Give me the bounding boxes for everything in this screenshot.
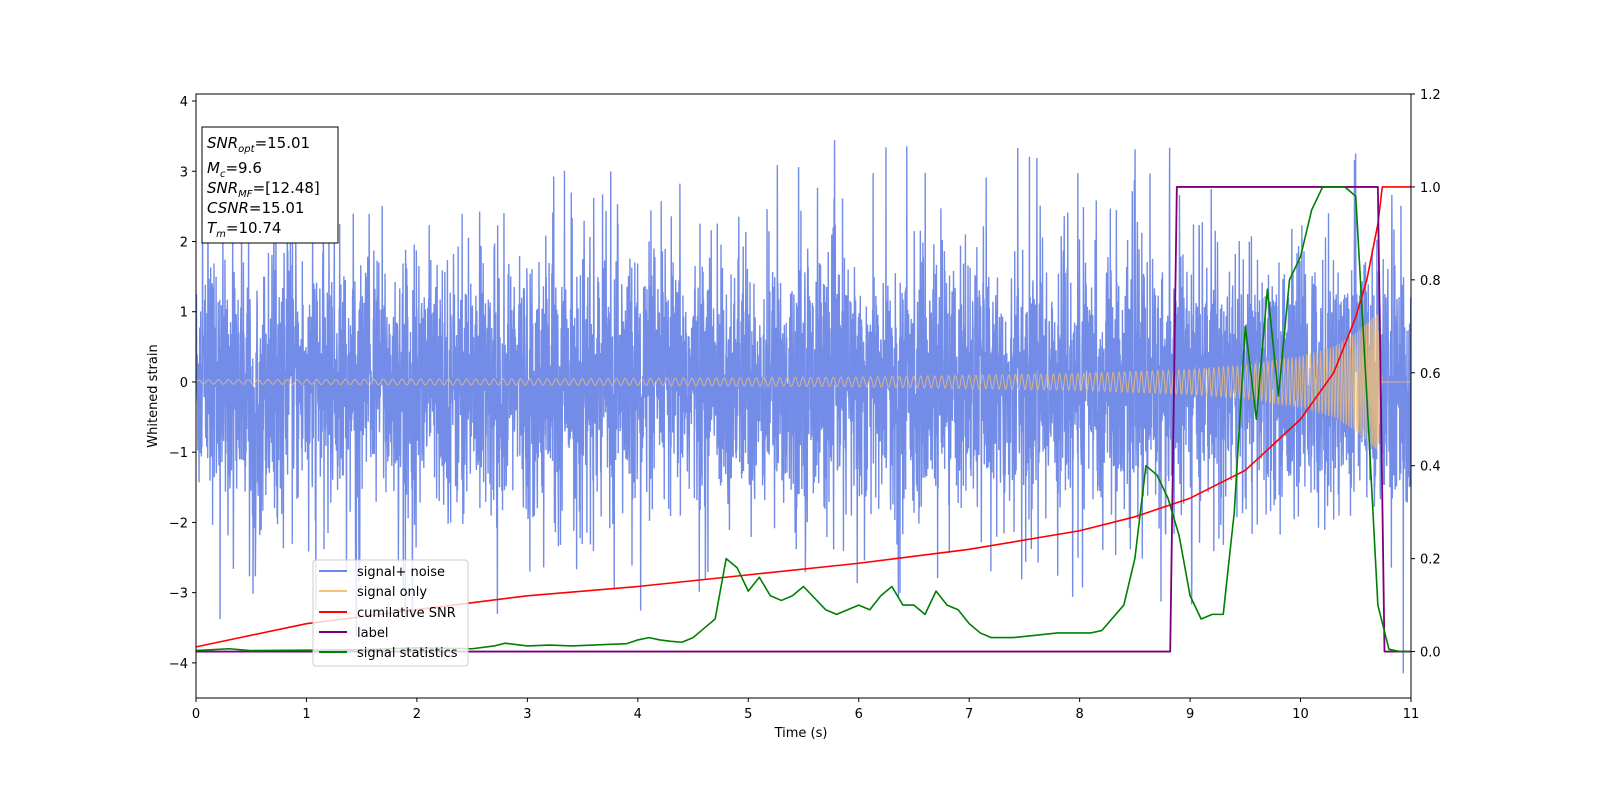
legend-label-cumulative-snr: cumilative SNR <box>357 606 456 621</box>
y-tick-label: −3 <box>169 587 188 602</box>
y-tick-label: 2 <box>180 235 188 250</box>
x-tick-label: 7 <box>965 707 973 722</box>
y2-tick-label: 0.0 <box>1420 646 1441 661</box>
y-tick-label: 3 <box>180 165 188 180</box>
series-layer <box>196 140 1411 674</box>
y-tick-label: 4 <box>180 95 188 110</box>
x-tick-label: 4 <box>634 707 642 722</box>
x-axis: 0 1 2 3 4 5 6 7 8 9 10 11 <box>192 698 1419 722</box>
y-axis-right: 0.0 0.2 0.4 0.6 0.8 1.0 1.2 <box>1411 88 1441 661</box>
info-box: SNRopt=15.01 Mc=9.6 SNRMF=[12.48] CSNR=1… <box>201 126 339 244</box>
series-cumulative-snr <box>196 186 1411 648</box>
info-box-frame <box>201 126 339 244</box>
x-tick-label: 9 <box>1186 707 1194 722</box>
y2-tick-label: 1.0 <box>1420 181 1441 196</box>
series-signal-statistics <box>196 186 1411 653</box>
legend-label-label: label <box>357 626 388 641</box>
legend-frame <box>312 559 469 667</box>
y2-tick-label: 0.4 <box>1420 460 1441 475</box>
y-axis-left: −4 −3 −2 −1 0 1 2 3 4 <box>169 95 196 672</box>
x-axis-label: Time (s) <box>774 726 828 741</box>
y2-tick-label: 0.2 <box>1420 553 1441 568</box>
info-tm: Tm=10.74 <box>207 219 281 240</box>
y-tick-label: −2 <box>169 516 188 531</box>
series-signal-noise <box>196 140 1411 674</box>
series-label <box>196 186 1411 653</box>
info-csnr: CSNR=15.01 <box>207 199 304 217</box>
plot-frame <box>195 93 1412 699</box>
legend-label-signal-only: signal only <box>357 585 427 600</box>
y2-tick-label: 0.6 <box>1420 367 1441 382</box>
legend-label-signal-noise: signal+ noise <box>357 565 445 580</box>
y-tick-label: −4 <box>169 657 188 672</box>
y2-tick-label: 1.2 <box>1420 88 1441 103</box>
x-tick-label: 2 <box>413 707 421 722</box>
x-tick-label: 8 <box>1075 707 1083 722</box>
info-mc: Mc=9.6 <box>207 159 262 180</box>
y2-tick-label: 0.8 <box>1420 274 1441 289</box>
y-tick-label: 0 <box>180 376 188 391</box>
x-tick-label: 0 <box>192 707 200 722</box>
info-snr-opt: SNRopt=15.01 <box>207 134 310 155</box>
info-snr-mf: SNRMF=[12.48] <box>207 179 320 200</box>
y-tick-label: 1 <box>180 306 188 321</box>
x-tick-label: 5 <box>744 707 752 722</box>
x-tick-label: 10 <box>1292 707 1309 722</box>
x-tick-label: 11 <box>1403 707 1420 722</box>
x-tick-label: 3 <box>523 707 531 722</box>
y-axis-label: Whitened strain <box>146 344 161 447</box>
x-tick-label: 6 <box>855 707 863 722</box>
legend-label-signal-statistics: signal statistics <box>357 646 458 661</box>
legend: signal+ noise signal only cumilative SNR… <box>312 559 469 667</box>
series-signal-only <box>196 314 1411 451</box>
y-tick-label: −1 <box>169 446 188 461</box>
x-tick-label: 1 <box>302 707 310 722</box>
